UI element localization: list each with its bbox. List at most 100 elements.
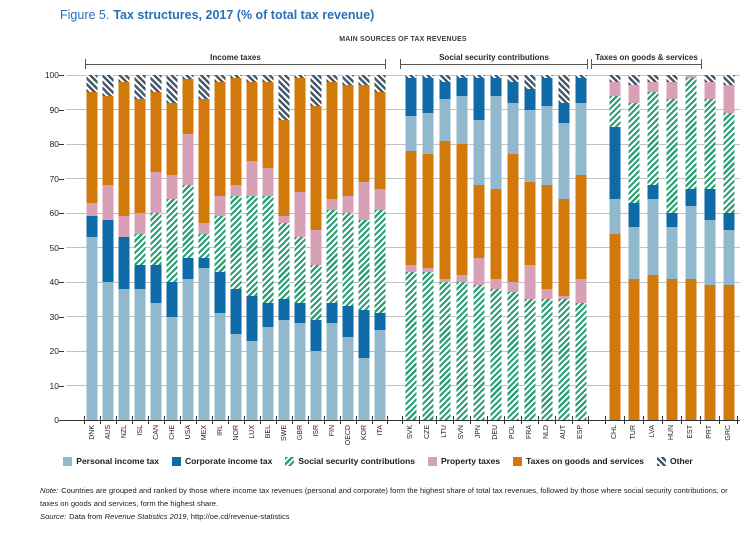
segment-LTU-property_taxes [439,278,450,282]
legend-item-social_security_contributions: Social security contributions [285,456,415,466]
segment-CZE-other [422,75,433,79]
segment-FIN-other [326,75,338,82]
segment-SVK-other [405,75,416,79]
y-tick-mark-60 [59,213,64,214]
country-label-GBR: GBR [292,425,308,455]
segment-GBR-social_security_contributions [294,237,306,303]
segment-SVN-social_security_contributions [456,282,467,420]
country-label-text: EST [687,425,694,439]
segment-KOR-personal_income_tax [358,357,370,420]
country-label-KOR: KOR [356,425,372,455]
stacked-bar-SVK [405,75,416,420]
segment-CAN-goods_and_services [150,92,162,172]
segment-FRA-corporate_income_tax [524,88,535,110]
segment-DEU-other [490,75,501,79]
segment-OECD-corporate_income_tax [342,306,354,338]
stacked-bar-IRL [214,75,226,420]
y-tick-mark-20 [59,351,64,352]
country-slot-AUS: AUS [100,75,116,439]
segment-CHE-other [166,75,178,103]
stacked-bar-USA [182,75,194,420]
segment-LUX-social_security_contributions [246,195,258,296]
segment-GRC-social_security_contributions [723,112,734,214]
legend-swatch-goods_and_services [513,456,523,466]
country-slot-SVK: SVK [402,75,419,439]
segment-CHL-personal_income_tax [609,199,620,234]
segment-NLD-goods_and_services [541,185,552,289]
segment-NZL-corporate_income_tax [118,237,130,289]
source-prefix: Data from [69,512,103,521]
segment-KOR-social_security_contributions [358,219,370,310]
segment-PRT-property_taxes [704,81,715,100]
country-label-NZL: NZL [116,425,132,455]
segment-POL-other [507,75,518,82]
segment-LTU-corporate_income_tax [439,81,450,100]
segment-CZE-social_security_contributions [422,271,433,420]
country-label-text: JPN [475,425,482,439]
stacked-bar-ISR [310,75,322,420]
segment-PRT-other [704,75,715,82]
y-tick-label-30: 30 [49,311,59,322]
segment-IRL-property_taxes [214,195,226,217]
y-tick-label-70: 70 [49,173,59,184]
country-slot-IRL: IRL [212,75,228,436]
segment-CHL-social_security_contributions [609,95,620,127]
y-tick-mark-50 [59,247,64,249]
country-slot-FIN: FIN [324,75,340,436]
segment-CHL-property_taxes [609,81,620,96]
country-label-text: USA [184,425,192,440]
country-label-NOR: NOR [228,425,244,455]
segment-IRL-goods_and_services [214,81,226,196]
segment-NLD-social_security_contributions [541,299,552,420]
country-slot-SWE: SWE [276,75,292,441]
segment-JPN-corporate_income_tax [473,78,484,120]
stacked-bar-LTU [439,75,450,420]
country-slot-JPN: JPN [470,75,487,438]
segment-FIN-property_taxes [326,199,338,210]
group-bracket-social-security: Social security contributions [400,44,588,69]
segment-NOR-other [230,75,242,79]
segment-PRT-social_security_contributions [704,99,715,189]
segment-SVN-property_taxes [456,275,467,282]
country-label-text: ISL [136,425,144,436]
segment-TUR-goods_and_services [628,278,639,420]
country-label-text: CAN [152,425,160,440]
segment-DNK-goods_and_services [86,92,98,203]
country-label-SVN: SVN [453,425,470,455]
country-label-BEL: BEL [260,425,276,455]
segment-ITA-property_taxes [374,188,386,210]
segment-ISR-goods_and_services [310,106,322,231]
stacked-bar-AUS [102,75,114,420]
bar-group-income-taxes: DNK AUS NZL ISL CAN CHE USA MEX IRL NOR LUX BEL SWE G… [84,75,388,445]
segment-CAN-other [150,75,162,93]
segment-LVA-social_security_contributions [647,92,658,186]
segment-ISL-other [134,75,146,100]
segment-GBR-property_taxes [294,192,306,238]
legend-swatch-corporate_income_tax [171,456,181,466]
segment-HUN-personal_income_tax [666,226,677,279]
segment-BEL-personal_income_tax [262,326,274,420]
country-slot-EST: EST [681,75,700,439]
segment-USA-social_security_contributions [182,185,194,258]
segment-SVN-personal_income_tax [456,95,467,145]
country-label-text: POL [509,425,516,440]
segment-OECD-personal_income_tax [342,337,354,420]
segment-LVA-personal_income_tax [647,199,658,276]
segment-PRT-corporate_income_tax [704,188,715,220]
segment-ISL-personal_income_tax [134,288,146,420]
country-label-text: IRL [216,425,224,436]
country-slot-ISR: ISR [308,75,324,437]
segment-JPN-property_taxes [473,257,484,286]
country-label-text: SWE [280,425,288,441]
segment-TUR-other [628,75,639,86]
segment-OECD-property_taxes [342,195,354,214]
segment-NLD-property_taxes [541,288,552,300]
country-label-text: GBR [296,425,304,441]
segment-NZL-personal_income_tax [118,288,130,420]
country-label-MEX: MEX [196,425,212,455]
segment-USA-goods_and_services [182,78,194,134]
stacked-bar-NZL [118,75,130,420]
country-label-ITA: ITA [372,425,388,455]
country-label-JPN: JPN [470,425,487,455]
country-slot-PRT: PRT [700,75,719,439]
